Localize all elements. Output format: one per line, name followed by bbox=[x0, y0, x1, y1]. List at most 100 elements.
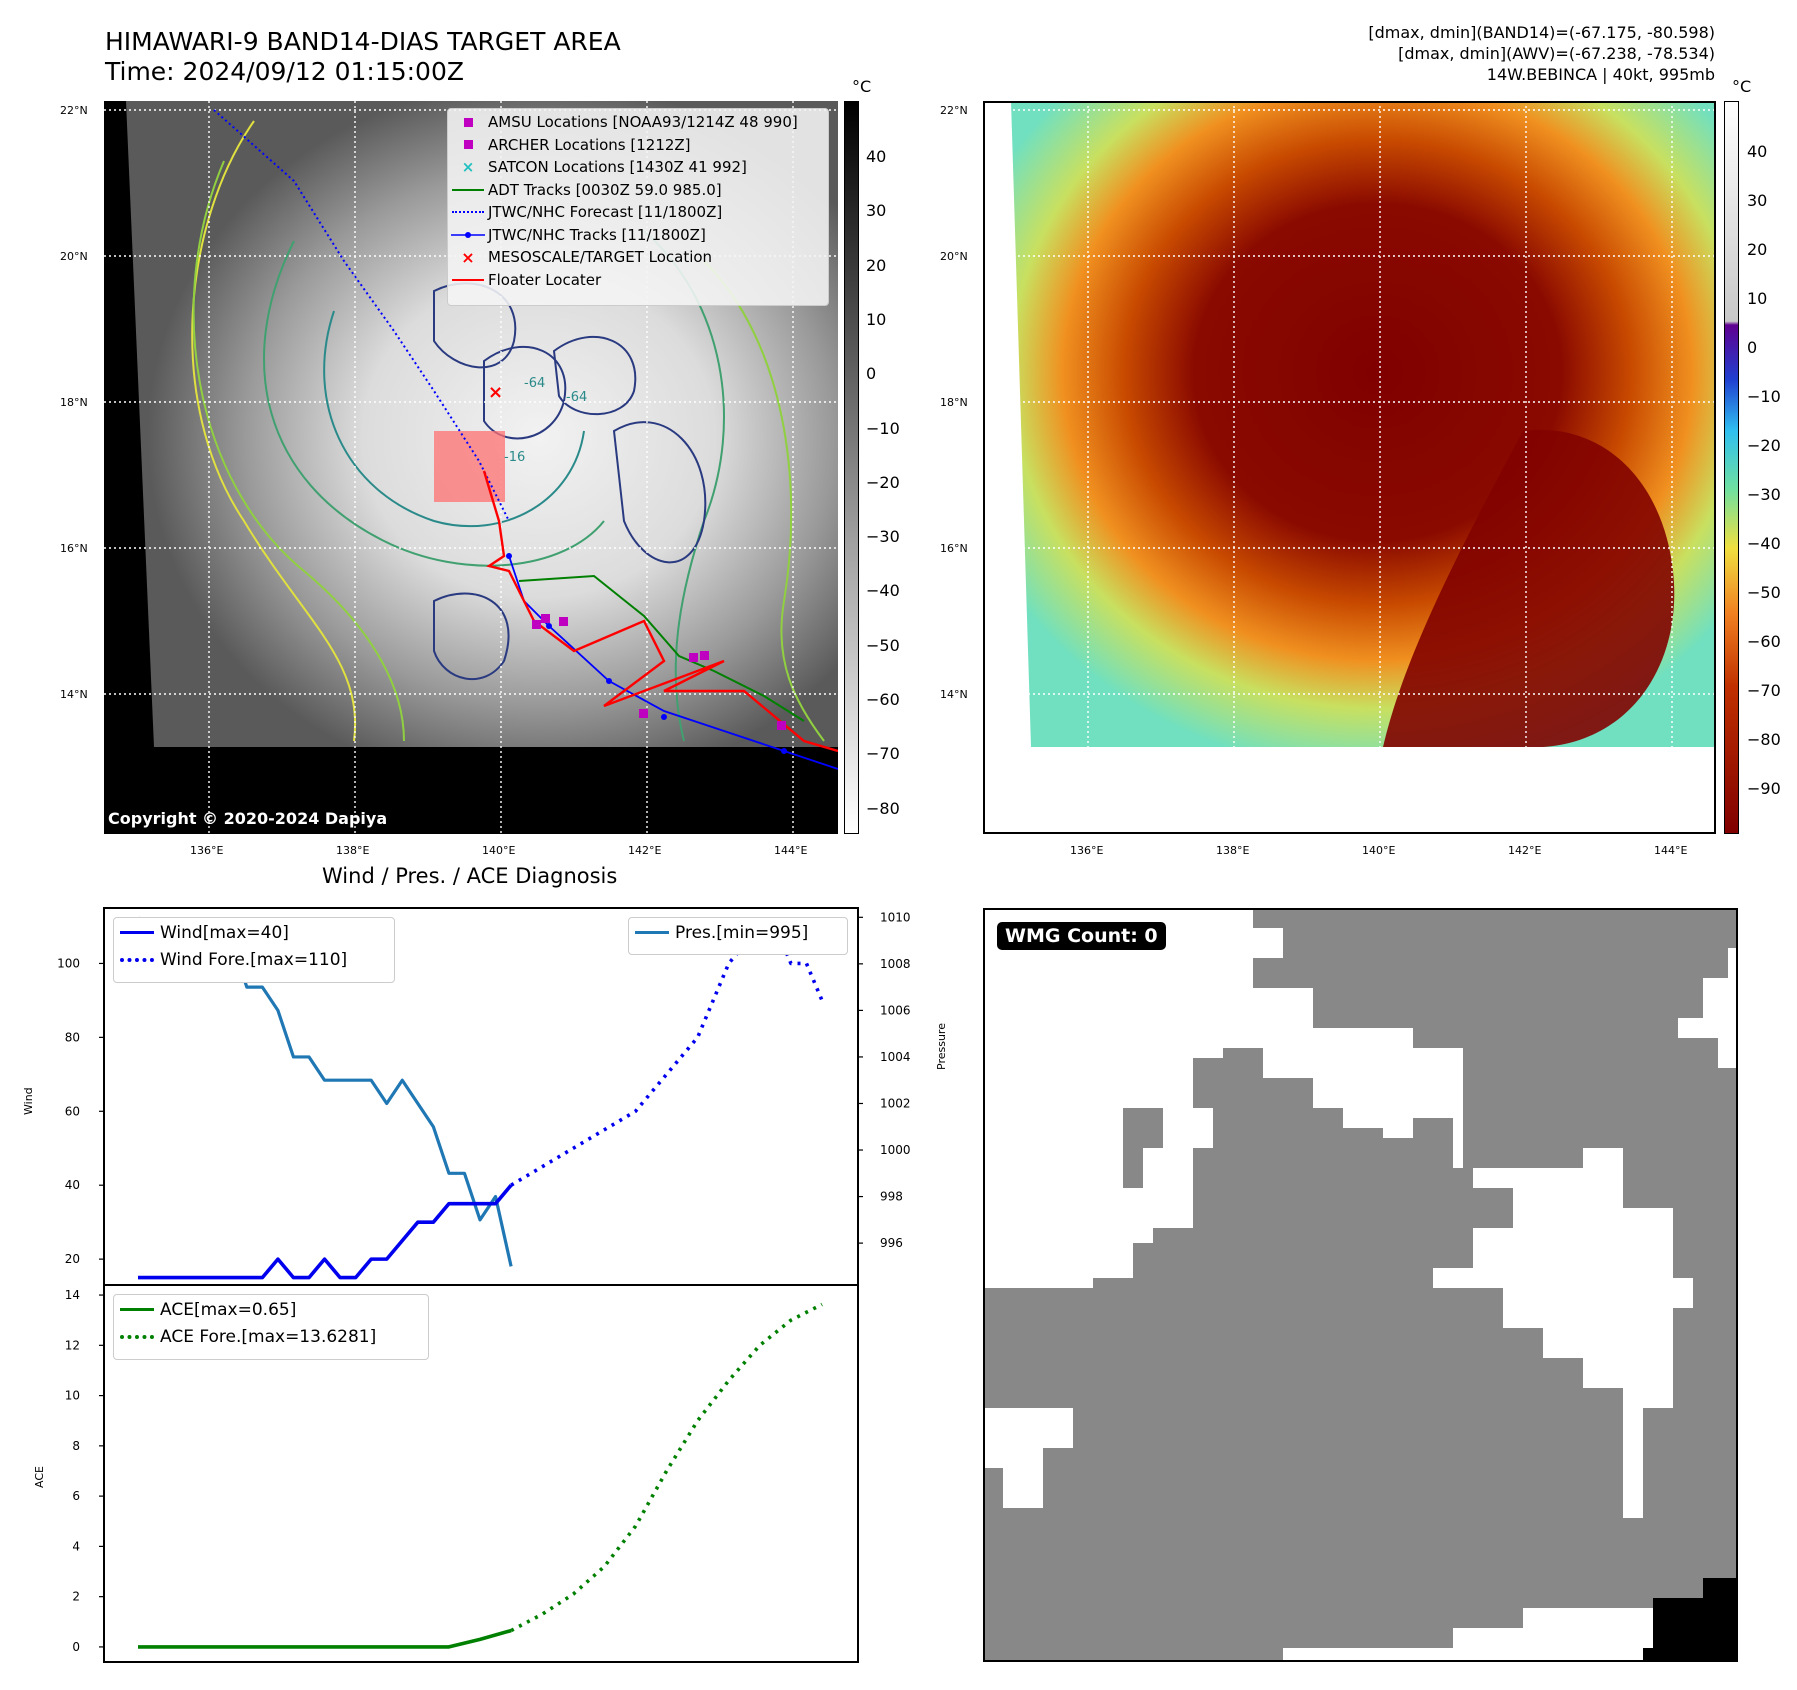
colorbar-tick-label: 30 bbox=[1747, 191, 1768, 210]
ace-axis-label: ACE bbox=[33, 1466, 46, 1488]
dotted-line-icon bbox=[114, 957, 160, 962]
legend-item-satcon: × SATCON Locations [1430Z 41 992] bbox=[448, 156, 828, 179]
wmg-region bbox=[1253, 908, 1738, 1658]
lon-label: 142°E bbox=[1508, 844, 1542, 857]
target-location-marker: × bbox=[488, 382, 503, 403]
copyright: Copyright © 2020-2024 Dapiya bbox=[108, 809, 388, 828]
line-dot-icon bbox=[448, 231, 488, 239]
series-line bbox=[138, 1184, 513, 1280]
lat-label: 18°N bbox=[60, 396, 88, 409]
adt-track bbox=[518, 574, 805, 722]
legend-wind-forecast: Wind Fore.[max=110] bbox=[114, 946, 394, 973]
map2-gridlines bbox=[983, 101, 1716, 834]
y-tick-label: 1000 bbox=[880, 1143, 911, 1157]
solid-line-icon bbox=[114, 1308, 160, 1311]
square-marker-icon bbox=[448, 117, 488, 127]
colorbar-tick-label: 0 bbox=[866, 364, 877, 384]
legend-item-floater: Floater Locater bbox=[448, 269, 828, 292]
legend-ace-forecast: ACE Fore.[max=13.6281] bbox=[114, 1323, 428, 1350]
colorbar-tick-label: 30 bbox=[866, 201, 887, 221]
lat-label: 22°N bbox=[940, 104, 968, 117]
lat-label: 18°N bbox=[940, 396, 968, 409]
series-line bbox=[138, 1628, 512, 1649]
lat-label: 16°N bbox=[60, 542, 88, 555]
colorbar-tick-label: −30 bbox=[1747, 485, 1781, 504]
colorbar-tick-label: −60 bbox=[866, 690, 900, 709]
colorbar-tick-label: 10 bbox=[866, 309, 887, 329]
lon-label: 140°E bbox=[482, 844, 516, 857]
y-tick-label: 1006 bbox=[880, 1003, 911, 1017]
wind-axis-label: Wind bbox=[22, 1087, 35, 1115]
y-tick-label: 1010 bbox=[880, 910, 911, 924]
wmg-panel bbox=[983, 908, 1738, 1662]
y-tick-label: 80 bbox=[65, 1030, 80, 1044]
cold-cloud-region bbox=[1383, 429, 1675, 747]
y-tick-label: 1004 bbox=[880, 1050, 911, 1064]
legend-ace: ACE[max=0.65] bbox=[114, 1296, 428, 1323]
y-tick-label: 20 bbox=[65, 1252, 80, 1266]
lon-label: 144°E bbox=[774, 844, 808, 857]
series-line bbox=[510, 1302, 823, 1633]
lon-label: 140°E bbox=[1362, 844, 1396, 857]
square-marker-icon bbox=[448, 140, 488, 150]
colorbar-gray bbox=[844, 101, 859, 834]
wmg-clear bbox=[983, 1428, 1023, 1468]
line-icon bbox=[448, 188, 488, 191]
colorbar-tick-label: 10 bbox=[1747, 289, 1768, 308]
jtwc-track-points bbox=[506, 553, 787, 754]
contour-label: -64 bbox=[566, 390, 587, 405]
chart-layer: 2040608010099699810001002100410061008101… bbox=[57, 910, 910, 1654]
ace-plot-frame bbox=[103, 1284, 859, 1663]
lon-label: 136°E bbox=[190, 844, 224, 857]
colorbar-tick-label: −10 bbox=[866, 418, 900, 438]
y-tick-label: 14 bbox=[65, 1288, 80, 1302]
y-tick-label: 998 bbox=[880, 1190, 903, 1204]
lon-label: 142°E bbox=[628, 844, 662, 857]
y-tick-label: 10 bbox=[65, 1389, 80, 1403]
colorbar-tick-label: −90 bbox=[1747, 779, 1781, 798]
y-tick-label: 8 bbox=[72, 1439, 80, 1453]
colorbar-tick-label: −60 bbox=[1747, 632, 1781, 651]
y-tick-label: 1002 bbox=[880, 1096, 911, 1110]
figure-title: HIMAWARI-9 BAND14-DIAS TARGET AREA bbox=[105, 27, 621, 56]
figure-time: Time: 2024/09/12 01:15:00Z bbox=[105, 57, 464, 86]
y-tick-label: 12 bbox=[65, 1338, 80, 1352]
colorbar-tick-label: 20 bbox=[1747, 240, 1768, 259]
info-awv: [dmax, dmin](AWV)=(-67.238, -78.534) bbox=[1398, 44, 1715, 63]
lat-label: 20°N bbox=[940, 250, 968, 263]
lon-label: 138°E bbox=[336, 844, 370, 857]
colorbar-tick-label: 0 bbox=[1747, 338, 1758, 357]
lat-label: 14°N bbox=[940, 688, 968, 701]
jtwc-track bbox=[508, 555, 838, 770]
info-band14: [dmax, dmin](BAND14)=(-67.175, -80.598) bbox=[1368, 23, 1715, 42]
amsu-archer-markers bbox=[532, 614, 786, 730]
legend-wind: Wind[max=40] bbox=[114, 919, 394, 946]
info-storm: 14W.BEBINCA | 40kt, 995mb bbox=[1486, 65, 1715, 84]
map-legend: AMSU Locations [NOAA93/1214Z 48 990] ARC… bbox=[447, 108, 829, 306]
colorbar-tick-label: 20 bbox=[866, 255, 887, 275]
lat-label: 20°N bbox=[60, 250, 88, 263]
pressure-axis-label: Pressure bbox=[935, 1023, 948, 1070]
colorbar-unit: °C bbox=[852, 77, 872, 96]
lon-label: 144°E bbox=[1654, 844, 1688, 857]
legend-item-archer: ARCHER Locations [1212Z] bbox=[448, 134, 828, 157]
legend-item-jtwc-forecast: JTWC/NHC Forecast [11/1800Z] bbox=[448, 201, 828, 224]
jtwc-forecast-track bbox=[213, 109, 510, 522]
x-marker-icon: × bbox=[461, 158, 475, 177]
contour-label: -64 bbox=[524, 376, 545, 391]
colorbar-tick-label: −70 bbox=[1747, 681, 1781, 700]
colorbar-tick-label: 40 bbox=[866, 147, 887, 166]
color-ir-map-panel bbox=[983, 101, 1716, 834]
legend-item-target: × MESOSCALE/TARGET Location bbox=[448, 246, 828, 269]
colorbar-tick-label: −40 bbox=[1747, 534, 1781, 553]
contour-label: -16 bbox=[504, 450, 525, 465]
colorbar-tick-label: −10 bbox=[1747, 387, 1781, 406]
legend-pressure: Pres.[min=995] bbox=[629, 919, 847, 946]
y-tick-label: 100 bbox=[57, 956, 80, 970]
colorbar-unit: °C bbox=[1732, 77, 1752, 96]
lat-label: 22°N bbox=[60, 104, 88, 117]
pressure-legend: Pres.[min=995] bbox=[628, 917, 848, 955]
wmg-region bbox=[983, 1048, 1623, 1662]
wind-legend: Wind[max=40] Wind Fore.[max=110] bbox=[113, 917, 395, 983]
colorbar-tick-label: −20 bbox=[866, 472, 900, 492]
